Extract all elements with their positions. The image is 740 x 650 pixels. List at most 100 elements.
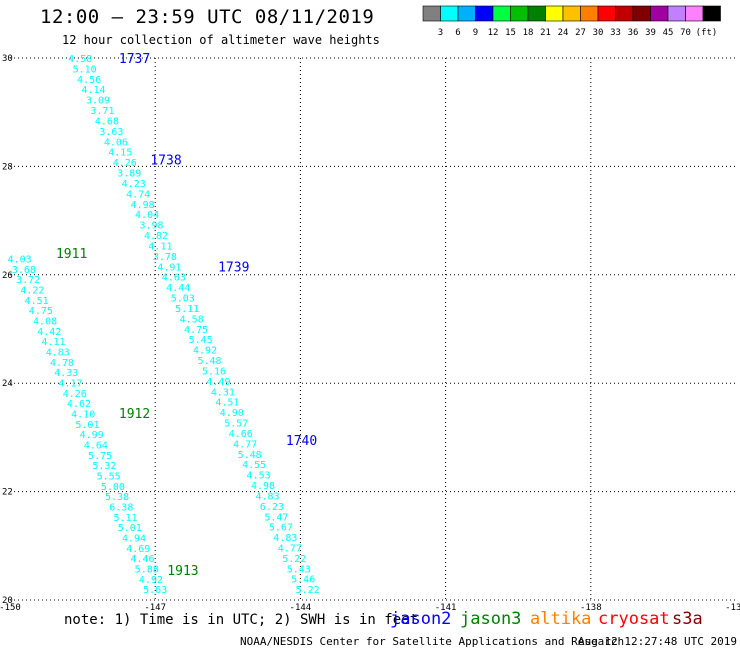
wave-height-value: 4.53	[247, 471, 271, 482]
wave-height-value: 4.63	[162, 273, 186, 284]
satellite-legend-jason3: jason3	[460, 609, 522, 629]
wave-height-value: 4.15	[108, 148, 132, 159]
wave-height-value: 5.43	[287, 564, 311, 575]
footer-note: note: 1) Time is in UTC; 2) SWH is in fe…	[64, 612, 419, 628]
wave-height-value: 5.11	[175, 304, 199, 315]
x-tick-label: -141	[435, 603, 457, 612]
wave-height-value: 4.55	[242, 460, 266, 471]
wave-height-value: 4.62	[67, 399, 91, 410]
wave-height-value: 5.32	[92, 461, 116, 472]
wave-height-value: 6.38	[109, 503, 133, 514]
generation-timestamp: Aug 12 12:27:48 UTC 2019	[578, 635, 737, 648]
wave-height-value: 3.72	[16, 275, 40, 286]
wave-height-value: 4.83	[255, 491, 279, 502]
wave-height-value: 4.74	[126, 189, 150, 200]
wave-height-value: 5.88	[135, 564, 159, 575]
satellite-legend-altika: altika	[530, 609, 592, 629]
colorbar-tick-label: 6	[455, 28, 460, 38]
track-time-label: 1739	[218, 261, 249, 276]
wave-height-value: 4.51	[215, 398, 239, 409]
wave-height-value: 4.26	[113, 158, 137, 169]
wave-height-value: 4.26	[63, 389, 87, 400]
wave-height-value: 4.56	[77, 75, 101, 86]
colorbar-swatch	[702, 5, 721, 22]
x-tick-label: -135	[725, 603, 740, 612]
wave-height-value: 4.23	[122, 179, 146, 190]
wave-height-value: 5.03	[171, 294, 195, 305]
wave-height-map: -150 -147 -144 -141 -138 -135 30 28 26 24 22 20 4.58…	[0, 52, 740, 612]
satellite-legend-cryosat: cryosat	[598, 609, 670, 629]
wave-height-value: 4.10	[71, 410, 95, 421]
wave-height-value: 4.77	[233, 439, 257, 450]
colorbar-tick-label: 30	[593, 28, 604, 38]
wave-height-value: 5.55	[97, 472, 121, 483]
wave-height-value: 3.78	[153, 252, 177, 263]
wave-height-value: 4.92	[193, 346, 217, 357]
colorbar-unit-label: (ft)	[696, 28, 718, 38]
wave-height-value: 3.71	[90, 106, 114, 117]
y-tick-label: 30	[2, 54, 13, 64]
colorbar-tick-label: 9	[473, 28, 478, 38]
track-time-label: 1737	[119, 52, 150, 67]
wave-height-value: 4.58	[180, 314, 204, 325]
credit-line: NOAA/NESDIS Center for Satellite Applica…	[240, 635, 625, 648]
x-tick-label: -138	[580, 603, 602, 612]
wave-height-value: 4.92	[139, 575, 163, 586]
wave-height-value: 5.11	[114, 513, 138, 524]
wave-height-value: 4.98	[131, 200, 155, 211]
wave-height-value: 4.94	[122, 534, 146, 545]
wave-height-value: 3.89	[117, 169, 141, 180]
wave-height-value: 4.83	[46, 348, 70, 359]
wave-height-value: 4.11	[42, 337, 66, 348]
wave-height-value: 4.17	[58, 379, 82, 390]
wave-height-value: 6.23	[260, 502, 284, 513]
x-tick-label: -150	[0, 603, 21, 612]
wave-height-value: 4.08	[33, 317, 57, 328]
colorbar-tick-label: 21	[540, 28, 551, 38]
y-tick-label: 28	[2, 162, 13, 172]
wave-height-value: 4.42	[37, 327, 61, 338]
wave-height-value: 4.33	[54, 368, 78, 379]
x-tick-label: -147	[144, 603, 166, 612]
page-subtitle: 12 hour collection of altimeter wave hei…	[62, 33, 380, 47]
colorbar-tick-label: 36	[628, 28, 639, 38]
wave-height-value: 3.68	[12, 265, 36, 276]
wave-height-value: 5.01	[75, 420, 99, 431]
wave-height-value: 4.68	[95, 116, 119, 127]
wave-height-value: 4.06	[104, 137, 128, 148]
wave-height-value: 4.03	[8, 255, 32, 266]
wave-height-value: 4.11	[148, 241, 172, 252]
wave-height-value: 3.98	[139, 221, 163, 232]
wave-height-value: 5.10	[73, 64, 97, 75]
track-time-label: 1740	[286, 434, 317, 449]
wave-height-value: 4.31	[211, 387, 235, 398]
page-title: 12:00 — 23:59 UTC 08/11/2019	[40, 6, 375, 28]
wave-height-value: 4.69	[126, 544, 150, 555]
colorbar-tick-label: 24	[558, 28, 569, 38]
wave-height-value: 3.09	[86, 96, 110, 107]
wave-height-value: 5.00	[101, 482, 125, 493]
colorbar-tick-label: 27	[575, 28, 586, 38]
wave-height-value: 4.66	[229, 429, 253, 440]
wave-height-value: 5.48	[238, 450, 262, 461]
colorbar-tick-label: 70	[680, 28, 691, 38]
wave-height-value: 3.63	[99, 127, 123, 138]
wave-height-value: 5.22	[282, 554, 306, 565]
wave-height-value: 4.98	[251, 481, 275, 492]
y-tick-label: 24	[2, 379, 13, 389]
colorbar-tick-label: 33	[610, 28, 621, 38]
wave-height-value: 4.75	[184, 325, 208, 336]
wave-height-value: 5.46	[291, 575, 315, 586]
y-tick-label: 20	[2, 596, 13, 606]
wave-height-value: 5.63	[143, 585, 167, 596]
colorbar-tick-label: 3	[438, 28, 443, 38]
wave-height-value: 4.83	[273, 533, 297, 544]
y-tick-label: 22	[2, 488, 13, 498]
track-time-label: 1912	[119, 407, 150, 422]
y-tick-label: 26	[2, 271, 13, 281]
track-time-label: 1913	[167, 564, 198, 579]
track-time-label: 1738	[150, 153, 181, 168]
wave-height-value: 4.82	[144, 231, 168, 242]
wave-height-value: 4.91	[157, 262, 181, 273]
wave-height-value: 5.38	[105, 492, 129, 503]
